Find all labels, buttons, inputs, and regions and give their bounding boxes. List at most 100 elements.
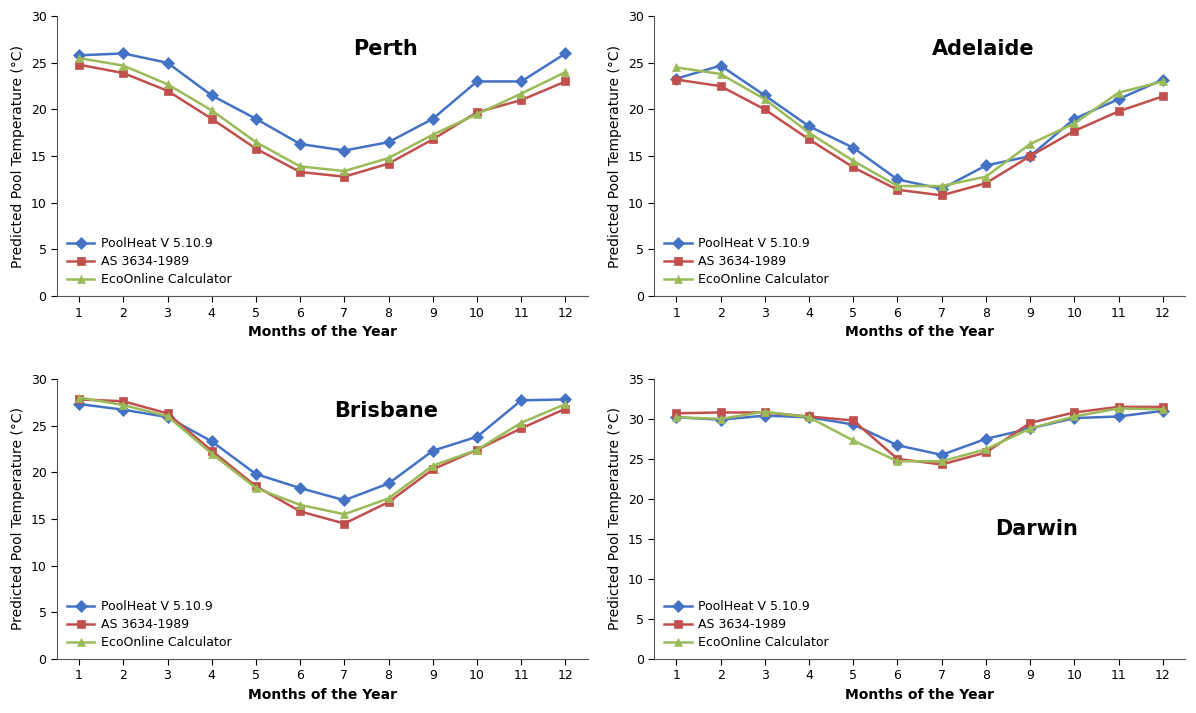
EcoOnline Calculator — [382, 494, 396, 503]
PoolHeat V 5.10.9 — [514, 77, 529, 86]
AS 3634-1989 — [670, 76, 684, 84]
PoolHeat V 5.10.9 — [382, 138, 396, 146]
AS 3634-1989 — [757, 408, 771, 416]
AS 3634-1989 — [846, 163, 860, 172]
AS 3634-1989 — [160, 409, 175, 418]
PoolHeat V 5.10.9 — [382, 479, 396, 488]
AS 3634-1989 — [426, 135, 440, 143]
Line: EcoOnline Calculator: EcoOnline Calculator — [75, 54, 569, 175]
PoolHeat V 5.10.9 — [1023, 424, 1037, 433]
PoolHeat V 5.10.9 — [670, 413, 684, 421]
EcoOnline Calculator — [670, 63, 684, 72]
EcoOnline Calculator — [978, 445, 993, 453]
PoolHeat V 5.10.9 — [72, 400, 86, 409]
PoolHeat V 5.10.9 — [1023, 152, 1037, 160]
AS 3634-1989 — [890, 185, 904, 194]
EcoOnline Calculator — [559, 68, 573, 76]
EcoOnline Calculator — [714, 414, 728, 423]
EcoOnline Calculator — [72, 54, 86, 63]
PoolHeat V 5.10.9 — [934, 451, 948, 459]
AS 3634-1989 — [846, 416, 860, 425]
PoolHeat V 5.10.9 — [714, 61, 728, 70]
PoolHeat V 5.10.9 — [1111, 412, 1125, 421]
PoolHeat V 5.10.9 — [1067, 414, 1081, 422]
AS 3634-1989 — [978, 179, 993, 188]
EcoOnline Calculator — [426, 130, 440, 139]
AS 3634-1989 — [1023, 152, 1037, 160]
Y-axis label: Predicted Pool Temperature (°C): Predicted Pool Temperature (°C) — [11, 45, 25, 267]
EcoOnline Calculator — [514, 89, 529, 98]
PoolHeat V 5.10.9 — [470, 77, 484, 86]
AS 3634-1989 — [890, 455, 904, 463]
PoolHeat V 5.10.9 — [426, 115, 440, 123]
EcoOnline Calculator — [293, 162, 307, 170]
PoolHeat V 5.10.9 — [1067, 115, 1081, 123]
PoolHeat V 5.10.9 — [116, 406, 130, 414]
X-axis label: Months of the Year: Months of the Year — [248, 688, 397, 702]
EcoOnline Calculator — [470, 446, 484, 454]
AS 3634-1989 — [670, 409, 684, 418]
Y-axis label: Predicted Pool Temperature (°C): Predicted Pool Temperature (°C) — [609, 407, 622, 630]
EcoOnline Calculator — [116, 61, 130, 70]
PoolHeat V 5.10.9 — [846, 420, 860, 429]
Line: AS 3634-1989: AS 3634-1989 — [672, 403, 1167, 468]
PoolHeat V 5.10.9 — [337, 146, 352, 155]
PoolHeat V 5.10.9 — [337, 496, 352, 505]
PoolHeat V 5.10.9 — [801, 122, 816, 130]
PoolHeat V 5.10.9 — [160, 58, 175, 67]
EcoOnline Calculator — [382, 154, 396, 163]
AS 3634-1989 — [559, 77, 573, 86]
EcoOnline Calculator — [934, 182, 948, 190]
X-axis label: Months of the Year: Months of the Year — [846, 688, 994, 702]
EcoOnline Calculator — [1111, 88, 1125, 97]
EcoOnline Calculator — [205, 106, 219, 115]
PoolHeat V 5.10.9 — [205, 437, 219, 446]
Line: EcoOnline Calculator: EcoOnline Calculator — [672, 404, 1167, 466]
Text: Adelaide: Adelaide — [932, 39, 1035, 58]
Y-axis label: Predicted Pool Temperature (°C): Predicted Pool Temperature (°C) — [11, 407, 25, 630]
AS 3634-1989 — [382, 498, 396, 506]
AS 3634-1989 — [116, 397, 130, 406]
EcoOnline Calculator — [714, 70, 728, 78]
PoolHeat V 5.10.9 — [470, 433, 484, 441]
PoolHeat V 5.10.9 — [801, 413, 816, 421]
AS 3634-1989 — [1067, 127, 1081, 135]
AS 3634-1989 — [934, 191, 948, 200]
EcoOnline Calculator — [1023, 140, 1037, 148]
AS 3634-1989 — [72, 395, 86, 404]
AS 3634-1989 — [116, 68, 130, 77]
EcoOnline Calculator — [1067, 412, 1081, 421]
Line: EcoOnline Calculator: EcoOnline Calculator — [672, 63, 1167, 190]
EcoOnline Calculator — [249, 138, 263, 146]
AS 3634-1989 — [249, 482, 263, 491]
AS 3634-1989 — [1155, 403, 1170, 411]
PoolHeat V 5.10.9 — [293, 484, 307, 493]
EcoOnline Calculator — [426, 461, 440, 470]
EcoOnline Calculator — [757, 407, 771, 416]
EcoOnline Calculator — [978, 173, 993, 181]
PoolHeat V 5.10.9 — [249, 470, 263, 478]
AS 3634-1989 — [514, 424, 529, 433]
EcoOnline Calculator — [293, 501, 307, 509]
PoolHeat V 5.10.9 — [978, 435, 993, 443]
AS 3634-1989 — [801, 412, 816, 421]
AS 3634-1989 — [470, 108, 484, 116]
AS 3634-1989 — [714, 82, 728, 91]
AS 3634-1989 — [382, 159, 396, 168]
PoolHeat V 5.10.9 — [559, 395, 573, 404]
Line: AS 3634-1989: AS 3634-1989 — [75, 395, 569, 528]
EcoOnline Calculator — [160, 80, 175, 88]
PoolHeat V 5.10.9 — [559, 49, 573, 58]
AS 3634-1989 — [934, 460, 948, 468]
PoolHeat V 5.10.9 — [514, 396, 529, 404]
EcoOnline Calculator — [470, 110, 484, 118]
AS 3634-1989 — [801, 135, 816, 143]
Text: Perth: Perth — [354, 39, 419, 58]
PoolHeat V 5.10.9 — [846, 143, 860, 152]
EcoOnline Calculator — [249, 484, 263, 493]
PoolHeat V 5.10.9 — [426, 446, 440, 455]
PoolHeat V 5.10.9 — [714, 416, 728, 424]
EcoOnline Calculator — [801, 413, 816, 421]
Line: PoolHeat V 5.10.9: PoolHeat V 5.10.9 — [672, 406, 1167, 459]
EcoOnline Calculator — [890, 457, 904, 466]
